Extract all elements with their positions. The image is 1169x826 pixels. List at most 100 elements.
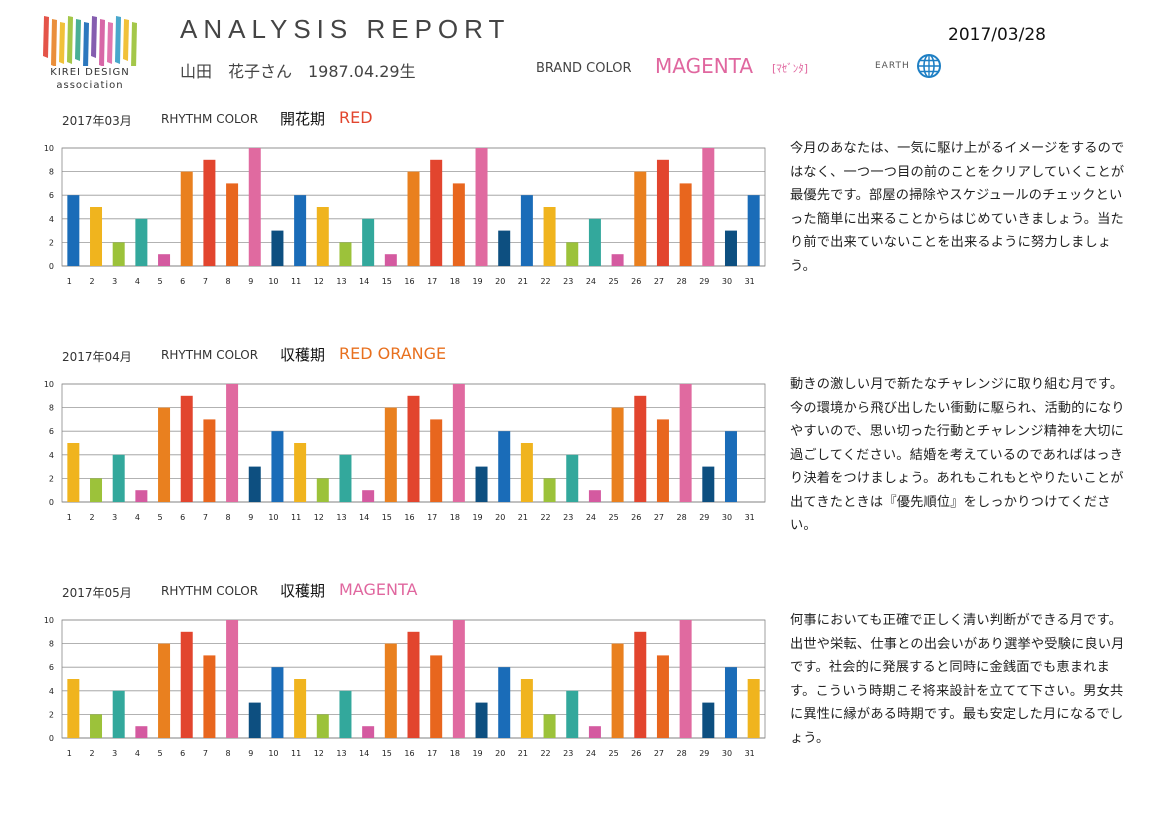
- logo-text: KIREI DESIGN: [50, 67, 130, 78]
- y-tick-label: 0: [49, 734, 54, 743]
- x-tick-label: 5: [158, 277, 163, 286]
- bar: [271, 431, 284, 502]
- x-tick-label: 6: [180, 513, 185, 522]
- x-tick-label: 19: [472, 749, 482, 758]
- x-tick-label: 5: [158, 513, 163, 522]
- x-tick-label: 14: [359, 749, 369, 758]
- x-tick-label: 4: [135, 277, 140, 286]
- bar: [498, 230, 511, 266]
- x-tick-label: 20: [495, 749, 505, 758]
- bar: [339, 454, 352, 502]
- x-tick-label: 21: [518, 277, 528, 286]
- rhythm-color-name: MAGENTA: [339, 580, 418, 599]
- y-tick-label: 10: [44, 616, 54, 625]
- y-tick-label: 10: [44, 380, 54, 389]
- earth-label: EARTH: [875, 61, 910, 71]
- x-tick-label: 29: [699, 749, 709, 758]
- x-tick-label: 12: [314, 513, 324, 522]
- y-tick-label: 8: [49, 404, 54, 413]
- bar: [294, 443, 307, 502]
- bar: [226, 183, 239, 266]
- x-tick-label: 11: [291, 277, 301, 286]
- x-tick-label: 7: [203, 277, 208, 286]
- y-tick-label: 2: [49, 238, 54, 247]
- y-tick-label: 2: [49, 710, 54, 719]
- page-title: ANALYSIS REPORT: [180, 14, 511, 44]
- y-tick-label: 6: [49, 191, 54, 200]
- period-label: 開花期: [280, 110, 326, 128]
- bar: [634, 171, 647, 266]
- x-tick-label: 13: [336, 513, 346, 522]
- x-tick-label: 29: [699, 513, 709, 522]
- bar: [180, 395, 193, 502]
- bar: [747, 679, 760, 738]
- logo-stripe: [43, 16, 49, 58]
- x-tick-label: 27: [654, 277, 664, 286]
- x-tick-label: 10: [268, 277, 278, 286]
- x-tick-label: 31: [745, 277, 755, 286]
- bar: [475, 148, 488, 266]
- bar: [430, 419, 443, 502]
- bar: [158, 643, 171, 738]
- bar: [158, 254, 171, 266]
- bar: [90, 207, 103, 266]
- x-tick-label: 22: [540, 749, 550, 758]
- bar: [203, 655, 216, 738]
- logo-stripe: [131, 22, 137, 66]
- y-tick-label: 4: [49, 451, 54, 460]
- bar: [135, 218, 148, 266]
- y-tick-label: 8: [49, 640, 54, 649]
- x-tick-label: 16: [404, 749, 414, 758]
- x-tick-label: 16: [404, 277, 414, 286]
- x-tick-label: 26: [631, 277, 641, 286]
- x-tick-label: 24: [586, 749, 596, 758]
- bar: [430, 655, 443, 738]
- section-month: 2017年03月: [62, 114, 132, 128]
- bar: [180, 631, 193, 738]
- bar: [475, 702, 488, 738]
- bar: [430, 159, 443, 266]
- bar: [90, 478, 103, 502]
- bar: [543, 714, 556, 738]
- bar: [452, 620, 465, 738]
- x-tick-label: 14: [359, 513, 369, 522]
- x-tick-label: 17: [427, 749, 437, 758]
- section-month: 2017年05月: [62, 586, 132, 600]
- bar: [656, 419, 669, 502]
- bar: [520, 195, 533, 266]
- y-tick-label: 4: [49, 687, 54, 696]
- bar: [747, 195, 760, 266]
- bar: [158, 407, 171, 502]
- rhythm-color-label: RHYTHM COLOR: [161, 112, 259, 126]
- bar: [543, 207, 556, 266]
- x-tick-label: 23: [563, 749, 573, 758]
- bar: [498, 667, 511, 738]
- bar: [679, 183, 692, 266]
- x-tick-label: 15: [382, 277, 392, 286]
- bar: [475, 466, 488, 502]
- x-tick-label: 7: [203, 749, 208, 758]
- y-tick-label: 6: [49, 427, 54, 436]
- x-tick-label: 6: [180, 749, 185, 758]
- bar: [203, 419, 216, 502]
- x-tick-label: 26: [631, 749, 641, 758]
- x-tick-label: 22: [540, 277, 550, 286]
- x-tick-label: 8: [226, 513, 231, 522]
- bar: [203, 159, 216, 266]
- x-tick-label: 11: [291, 749, 301, 758]
- x-tick-label: 2: [89, 513, 94, 522]
- bar: [543, 478, 556, 502]
- bar: [248, 148, 261, 266]
- x-tick-label: 14: [359, 277, 369, 286]
- x-tick-label: 19: [472, 277, 482, 286]
- x-tick-label: 15: [382, 749, 392, 758]
- bar: [384, 643, 397, 738]
- x-tick-label: 27: [654, 749, 664, 758]
- bar: [702, 148, 715, 266]
- x-tick-label: 20: [495, 513, 505, 522]
- bar: [339, 690, 352, 738]
- bar: [316, 478, 329, 502]
- bar: [588, 726, 601, 738]
- logo-stripe: [83, 22, 89, 66]
